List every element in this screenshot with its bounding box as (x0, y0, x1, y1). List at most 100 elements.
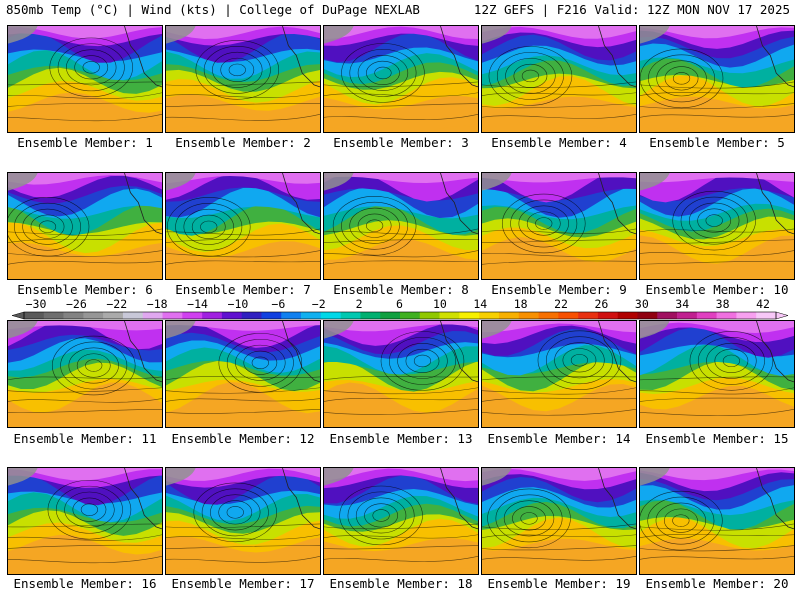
ensemble-map-panel (481, 25, 637, 133)
colorbar-swatch (340, 312, 361, 319)
colorbar-swatch (63, 312, 84, 319)
ensemble-member-label: Ensemble Member: 19 (487, 576, 631, 591)
colorbar-swatch (459, 312, 480, 319)
colorbar-swatch (736, 312, 757, 319)
ensemble-member-label: Ensemble Member: 1 (17, 135, 153, 150)
colorbar-swatch (498, 312, 520, 319)
colorbar-swatch (756, 312, 777, 319)
colorbar-tick-label: −30 (25, 297, 47, 311)
chart-title: 850mb Temp (°C) | Wind (kts) | College o… (6, 2, 420, 17)
ensemble-member-label: Ensemble Member: 11 (13, 431, 157, 446)
colorbar-swatch (281, 312, 302, 319)
colorbar-tick-label: 2 (355, 297, 363, 311)
ensemble-member-label: Ensemble Member: 14 (487, 431, 631, 446)
ensemble-member-label: Ensemble Member: 9 (491, 282, 627, 297)
colorbar-swatch (518, 312, 539, 319)
colorbar-swatch (320, 312, 341, 319)
ensemble-member-label: Ensemble Member: 2 (175, 135, 311, 150)
ensemble-map-panel (639, 172, 795, 280)
colorbar-swatch (677, 312, 698, 319)
ensemble-map-panel (323, 467, 479, 575)
colorbar-swatch (261, 312, 282, 319)
ensemble-map-panel (323, 25, 479, 133)
ensemble-member-label: Ensemble Member: 12 (171, 431, 315, 446)
ensemble-member-label: Ensemble Member: 13 (329, 431, 473, 446)
ensemble-map-panel (165, 172, 321, 280)
colorbar-swatch (301, 312, 322, 319)
ensemble-map-panel (639, 320, 795, 428)
colorbar-tick-label: 30 (634, 297, 649, 311)
colorbar-tick-label: −22 (106, 297, 128, 311)
colorbar-swatch (43, 312, 64, 319)
colorbar-tick-label: −18 (146, 297, 168, 311)
ensemble-member-label: Ensemble Member: 4 (491, 135, 627, 150)
colorbar-swatch (419, 312, 440, 319)
colorbar-tick-label: 34 (675, 297, 690, 311)
colorbar-swatch (380, 312, 401, 319)
ensemble-map-panel (7, 320, 163, 428)
colorbar-swatch (578, 312, 599, 319)
colorbar-swatch (142, 312, 163, 319)
ensemble-member-label: Ensemble Member: 7 (175, 282, 311, 297)
colorbar-swatch (637, 312, 658, 319)
ensemble-member-label: Ensemble Member: 10 (645, 282, 789, 297)
ensemble-member-label: Ensemble Member: 6 (17, 282, 153, 297)
colorbar-tick-label: 14 (473, 297, 488, 311)
colorbar-tick-label: 22 (554, 297, 568, 311)
colorbar-tick-label: −2 (311, 297, 326, 311)
colorbar-tick-label: 38 (715, 297, 730, 311)
ensemble-map-panel (165, 467, 321, 575)
colorbar-tick-label: −10 (227, 297, 249, 311)
colorbar-swatch (202, 312, 223, 319)
colorbar-tick-label: −14 (187, 297, 208, 311)
ensemble-map-panel (7, 25, 163, 133)
colorbar-swatch (103, 312, 124, 319)
ensemble-map-panel (323, 172, 479, 280)
colorbar-swatch (617, 312, 638, 319)
ensemble-member-label: Ensemble Member: 3 (333, 135, 469, 150)
colorbar-tick-label: 18 (513, 297, 528, 311)
colorbar-swatch (657, 312, 678, 319)
colorbar-swatch (538, 312, 559, 319)
colorbar-tick-label: 26 (594, 297, 609, 311)
ensemble-member-label: Ensemble Member: 18 (329, 576, 473, 591)
ensemble-map-panel (323, 320, 479, 428)
colorbar-swatch (182, 312, 203, 319)
colorbar-swatch (162, 312, 183, 319)
ensemble-map-panel (481, 467, 637, 575)
ensemble-member-label: Ensemble Member: 16 (13, 576, 157, 591)
ensemble-map-panel (481, 320, 637, 428)
colorbar-tick-label: 10 (432, 297, 447, 311)
ensemble-member-label: Ensemble Member: 8 (333, 282, 469, 297)
colorbar-swatch (597, 312, 618, 319)
colorbar-max-arrow (775, 311, 789, 320)
colorbar-swatch (83, 312, 104, 319)
run-valid-time: 12Z GEFS | F216 Valid: 12Z MON NOV 17 20… (473, 2, 790, 17)
ensemble-map-panel (7, 467, 163, 575)
colorbar-tick-label: −26 (65, 297, 87, 311)
colorbar-swatch (716, 312, 737, 319)
colorbar-min-arrow (11, 311, 25, 320)
colorbar-swatch (221, 312, 242, 319)
colorbar-swatch (696, 312, 717, 319)
ensemble-member-label: Ensemble Member: 20 (645, 576, 789, 591)
colorbar-swatch (400, 312, 421, 319)
colorbar-swatch (439, 312, 460, 319)
ensemble-map-panel (639, 25, 795, 133)
colorbar-swatch (241, 312, 262, 319)
colorbar-swatch (558, 312, 579, 319)
colorbar-swatch (122, 312, 144, 319)
ensemble-member-label: Ensemble Member: 17 (171, 576, 315, 591)
temperature-colorbar (11, 311, 789, 320)
colorbar-tick-label: 6 (396, 297, 403, 311)
colorbar-swatch (24, 312, 45, 319)
colorbar-swatch (360, 312, 381, 319)
ensemble-map-panel (639, 467, 795, 575)
ensemble-member-label: Ensemble Member: 15 (645, 431, 789, 446)
ensemble-map-panel (481, 172, 637, 280)
colorbar-swatch (479, 312, 500, 319)
colorbar-tick-label: −6 (271, 297, 286, 311)
colorbar-tick-label: 42 (756, 297, 770, 311)
ensemble-map-panel (165, 25, 321, 133)
ensemble-member-label: Ensemble Member: 5 (649, 135, 785, 150)
